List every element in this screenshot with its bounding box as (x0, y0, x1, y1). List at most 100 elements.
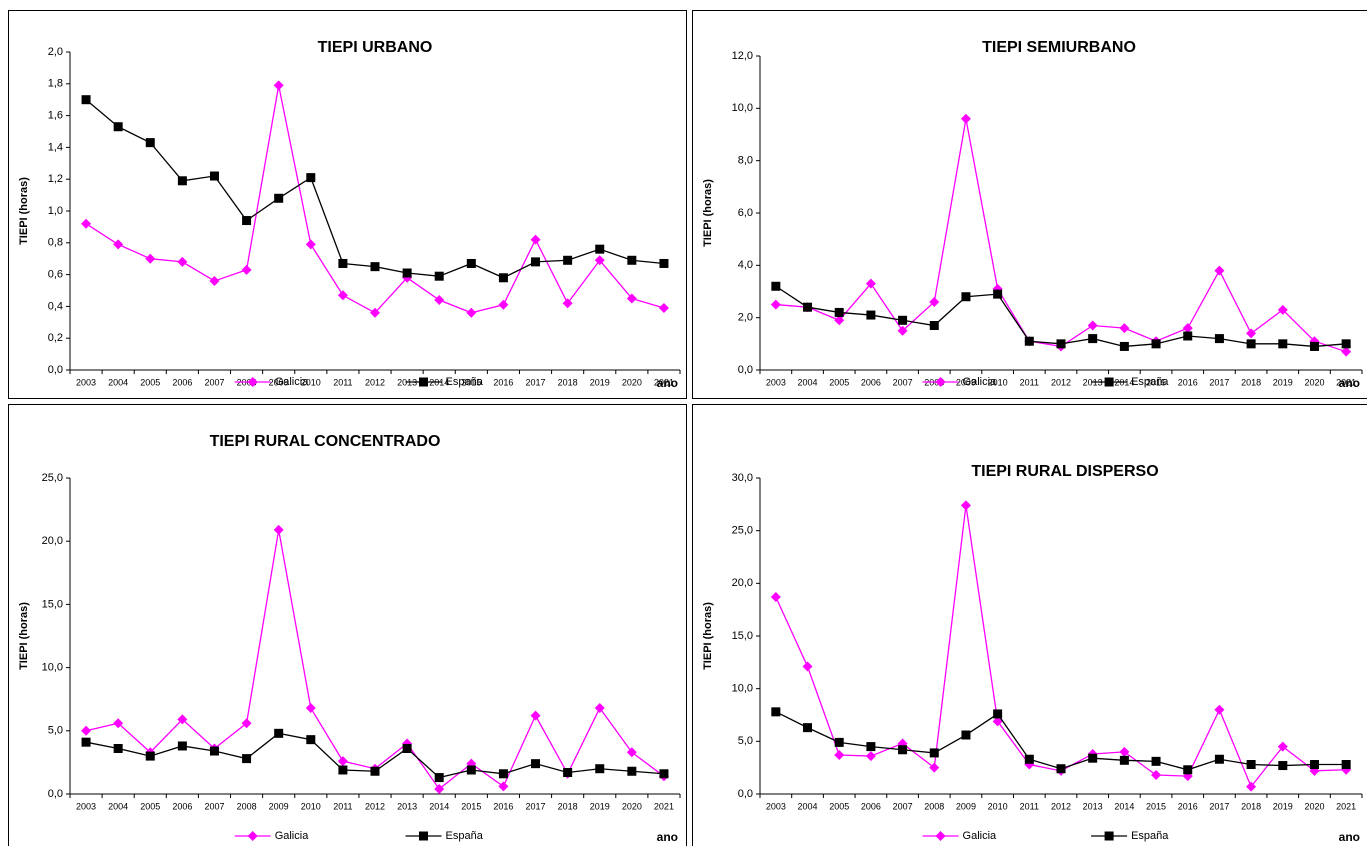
marker (530, 710, 541, 721)
marker (370, 307, 380, 318)
marker (897, 325, 908, 336)
marker (337, 756, 348, 767)
y-tick-label: 0,0 (738, 364, 753, 376)
x-axis-label: ano (657, 830, 678, 844)
marker (466, 258, 476, 268)
x-tick-label: 2013 (397, 801, 417, 811)
x-tick-label: 2007 (204, 801, 224, 811)
marker (1246, 328, 1257, 339)
x-tick-label: 2020 (1304, 377, 1324, 387)
marker (834, 315, 845, 326)
y-tick-label: 15,0 (732, 630, 753, 642)
marker (338, 258, 348, 268)
marker (1024, 336, 1034, 346)
y-tick-label: 0,4 (48, 300, 63, 312)
y-tick-label: 1,8 (48, 78, 63, 90)
series-line (85, 99, 665, 279)
marker (1119, 746, 1130, 757)
y-tick-label: 5,0 (738, 735, 753, 747)
y-tick-label: 25,0 (732, 525, 753, 537)
marker (866, 742, 876, 752)
chart-title: TIEPI RURAL DISPERSO (971, 463, 1158, 480)
marker (1277, 741, 1288, 752)
panel-frame (8, 10, 687, 399)
x-tick-label: 2004 (108, 377, 128, 387)
marker (434, 295, 445, 306)
marker (1341, 760, 1351, 770)
y-tick-label: 1,4 (48, 141, 63, 153)
y-tick-label: 4,0 (738, 259, 753, 271)
panel-frame (692, 10, 1367, 399)
marker (626, 293, 637, 304)
x-tick-label: 2010 (988, 377, 1008, 387)
x-tick-label: 2007 (893, 801, 913, 811)
x-tick-label: 2006 (172, 377, 192, 387)
x-tick-label: 2005 (140, 801, 160, 811)
series-line (775, 711, 1347, 771)
x-tick-label: 2021 (654, 377, 674, 387)
x-tick-label: 2020 (622, 377, 642, 387)
x-tick-label: 2003 (766, 377, 786, 387)
panel-frame (692, 404, 1367, 846)
x-tick-label: 2003 (76, 801, 96, 811)
marker (241, 264, 252, 275)
x-tick-label: 2010 (301, 801, 321, 811)
marker (466, 307, 477, 318)
x-tick-label: 2010 (988, 801, 1008, 811)
marker (1182, 323, 1193, 334)
marker (1119, 323, 1130, 334)
x-tick-label: 2019 (590, 801, 610, 811)
marker (866, 310, 876, 320)
marker (993, 709, 1003, 719)
marker (1278, 339, 1288, 349)
marker (1183, 331, 1193, 341)
marker (865, 278, 876, 289)
marker (1214, 334, 1224, 344)
marker (961, 292, 971, 302)
marker (1104, 831, 1114, 841)
marker (627, 766, 637, 776)
marker (770, 592, 781, 603)
marker (241, 718, 252, 729)
marker (1246, 781, 1257, 792)
marker (81, 725, 92, 736)
marker (81, 218, 92, 229)
y-tick-label: 5,0 (48, 725, 63, 737)
x-tick-label: 2017 (526, 377, 546, 387)
x-tick-label: 2011 (1020, 801, 1039, 811)
marker (803, 723, 813, 733)
x-tick-label: 2007 (893, 377, 913, 387)
y-tick-label: 1,2 (48, 173, 63, 185)
marker (626, 747, 637, 758)
legend-label: Galicia (275, 830, 310, 842)
series-line (85, 85, 665, 314)
marker (834, 750, 845, 761)
marker (1104, 377, 1114, 387)
marker (113, 122, 123, 132)
marker (273, 80, 284, 91)
marker (370, 262, 380, 272)
legend-label: Galicia (963, 376, 998, 388)
y-axis-label: TIEPI (horas) (18, 602, 30, 670)
marker (338, 765, 348, 775)
legend-label: Galicia (963, 830, 998, 842)
marker (803, 302, 813, 312)
y-tick-label: 0,0 (48, 364, 63, 376)
marker (898, 315, 908, 325)
marker (935, 377, 946, 387)
y-tick-label: 20,0 (42, 535, 63, 547)
x-tick-label: 2018 (558, 801, 578, 811)
x-tick-label: 2020 (622, 801, 642, 811)
marker (771, 707, 781, 717)
x-tick-label: 2006 (172, 801, 192, 811)
y-tick-label: 25,0 (42, 472, 63, 484)
x-axis-label: ano (1339, 830, 1360, 844)
marker (530, 234, 541, 245)
x-tick-label: 2003 (76, 377, 96, 387)
y-tick-label: 0,8 (48, 237, 63, 249)
x-axis-label: ano (1339, 376, 1360, 390)
marker (1088, 753, 1098, 763)
y-tick-label: 0,0 (48, 788, 63, 800)
marker (306, 735, 316, 745)
x-tick-label: 2018 (1241, 801, 1261, 811)
